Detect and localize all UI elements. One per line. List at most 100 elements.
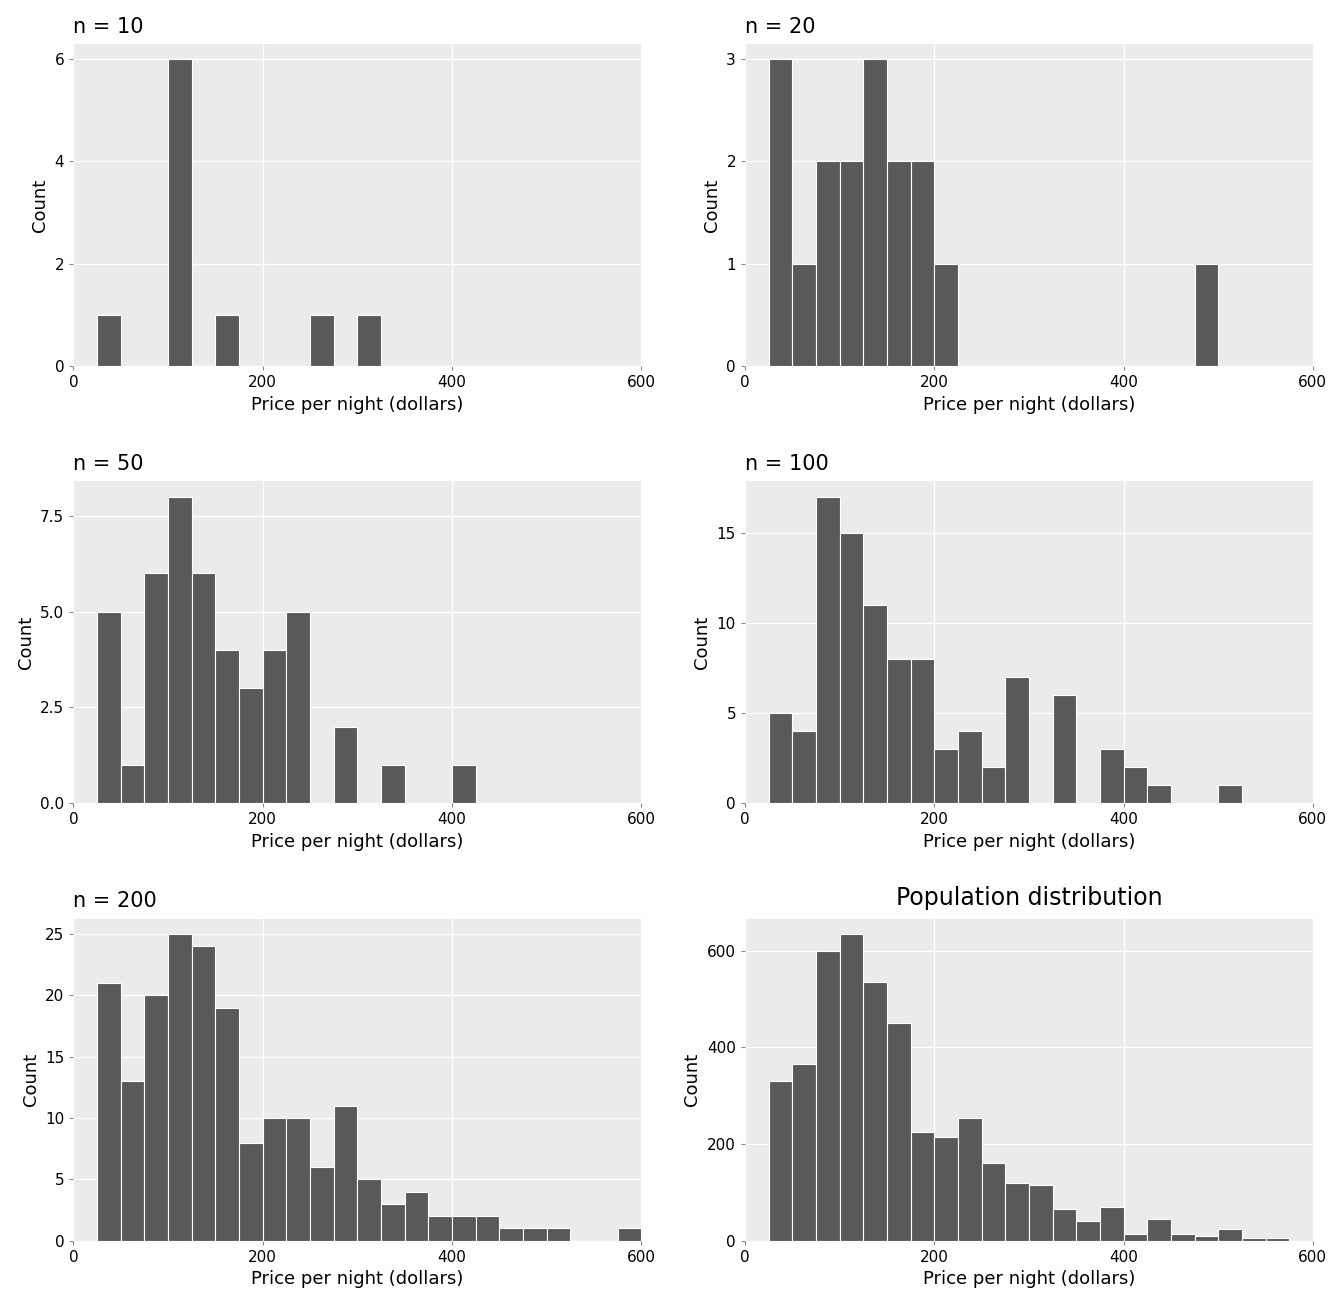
Bar: [617, 1228, 641, 1241]
Bar: [121, 1081, 144, 1241]
Y-axis label: Count: Count: [31, 179, 48, 231]
Bar: [168, 934, 192, 1241]
Bar: [1148, 1219, 1171, 1241]
Bar: [1195, 1236, 1218, 1241]
X-axis label: Price per night (dollars): Price per night (dollars): [251, 1270, 464, 1288]
Text: n = 100: n = 100: [745, 454, 829, 474]
Bar: [1077, 1221, 1099, 1241]
Bar: [1030, 1185, 1052, 1241]
Bar: [816, 162, 840, 365]
Bar: [1099, 1207, 1124, 1241]
Bar: [1195, 264, 1218, 365]
X-axis label: Price per night (dollars): Price per night (dollars): [923, 833, 1136, 851]
Bar: [769, 1082, 793, 1241]
Bar: [1052, 696, 1077, 804]
Bar: [452, 1216, 476, 1241]
Bar: [958, 731, 981, 804]
Bar: [769, 59, 793, 365]
Bar: [144, 573, 168, 804]
Bar: [981, 767, 1005, 804]
Bar: [958, 1117, 981, 1241]
Bar: [1148, 786, 1171, 804]
Y-axis label: Count: Count: [22, 1053, 39, 1107]
Bar: [97, 612, 121, 804]
Bar: [934, 749, 958, 804]
Bar: [262, 650, 286, 804]
Y-axis label: Count: Count: [684, 1053, 702, 1107]
Bar: [405, 1191, 429, 1241]
Title: Population distribution: Population distribution: [895, 886, 1163, 910]
Bar: [840, 162, 863, 365]
Bar: [934, 1137, 958, 1241]
Bar: [333, 1105, 358, 1241]
Bar: [887, 659, 911, 804]
Bar: [793, 1065, 816, 1241]
Bar: [1099, 749, 1124, 804]
X-axis label: Price per night (dollars): Price per night (dollars): [923, 395, 1136, 414]
Text: n = 10: n = 10: [74, 17, 144, 37]
Bar: [769, 713, 793, 804]
Bar: [97, 315, 121, 365]
Bar: [863, 983, 887, 1241]
Bar: [816, 951, 840, 1241]
Bar: [816, 496, 840, 804]
Bar: [1005, 1182, 1030, 1241]
Text: n = 50: n = 50: [74, 454, 144, 474]
Bar: [215, 1007, 239, 1241]
Bar: [310, 315, 333, 365]
Bar: [1005, 677, 1030, 804]
Bar: [333, 727, 358, 804]
Bar: [286, 612, 310, 804]
Bar: [523, 1228, 547, 1241]
Bar: [1052, 1210, 1077, 1241]
Bar: [144, 996, 168, 1241]
X-axis label: Price per night (dollars): Price per night (dollars): [251, 833, 464, 851]
Text: n = 200: n = 200: [74, 891, 157, 911]
Bar: [239, 1143, 262, 1241]
Bar: [1124, 767, 1148, 804]
Bar: [793, 731, 816, 804]
Bar: [239, 688, 262, 804]
Bar: [429, 1216, 452, 1241]
Bar: [863, 59, 887, 365]
Bar: [97, 983, 121, 1241]
Bar: [380, 1205, 405, 1241]
Bar: [192, 946, 215, 1241]
Bar: [863, 604, 887, 804]
Y-axis label: Count: Count: [703, 179, 720, 231]
Text: n = 20: n = 20: [745, 17, 816, 37]
Bar: [1171, 1233, 1195, 1241]
Bar: [1218, 1229, 1242, 1241]
Bar: [1242, 1238, 1266, 1241]
Bar: [840, 934, 863, 1241]
Bar: [840, 532, 863, 804]
Bar: [358, 315, 380, 365]
Bar: [358, 1180, 380, 1241]
Bar: [286, 1118, 310, 1241]
Bar: [215, 315, 239, 365]
Bar: [168, 496, 192, 804]
Bar: [981, 1164, 1005, 1241]
Bar: [262, 1118, 286, 1241]
Bar: [887, 162, 911, 365]
Bar: [793, 264, 816, 365]
Bar: [121, 765, 144, 804]
Y-axis label: Count: Count: [16, 616, 35, 669]
Bar: [934, 264, 958, 365]
Bar: [1124, 1233, 1148, 1241]
Bar: [911, 659, 934, 804]
Y-axis label: Count: Count: [694, 616, 711, 669]
Bar: [215, 650, 239, 804]
Bar: [1218, 786, 1242, 804]
Bar: [476, 1216, 499, 1241]
Bar: [168, 59, 192, 365]
Bar: [380, 765, 405, 804]
Bar: [911, 1131, 934, 1241]
Bar: [887, 1023, 911, 1241]
Bar: [1266, 1238, 1289, 1241]
Bar: [911, 162, 934, 365]
Bar: [310, 1167, 333, 1241]
X-axis label: Price per night (dollars): Price per night (dollars): [923, 1270, 1136, 1288]
Bar: [547, 1228, 570, 1241]
Bar: [499, 1228, 523, 1241]
